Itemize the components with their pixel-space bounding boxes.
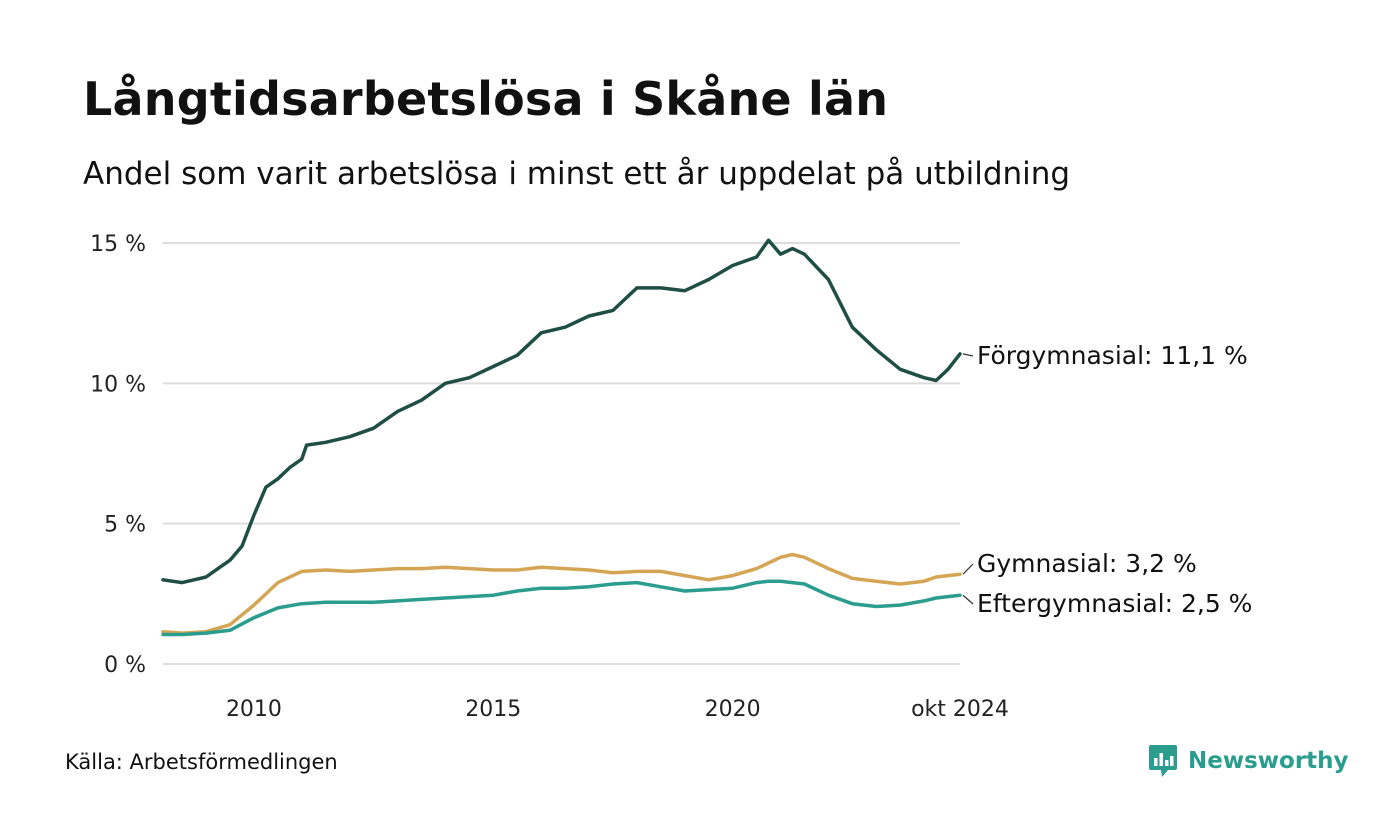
series-end-labels: Förgymnasial: 11,1 % Gymnasial: 3,2 % Efte… — [962, 341, 1252, 618]
series-line-gymnasial — [161, 552, 962, 635]
series-label-eftergymnasial: Eftergymnasial: 2,5 % — [977, 589, 1252, 618]
x-tick-label: okt 2024 — [911, 697, 1009, 722]
y-tick-label: 15 % — [90, 232, 146, 257]
label-connector — [962, 594, 974, 605]
source-note: Källa: Arbetsförmedlingen — [65, 750, 338, 774]
series-lines — [161, 238, 962, 637]
chart-subtitle: Andel som varit arbetslösa i minst ett å… — [83, 156, 1071, 192]
gridlines — [163, 242, 960, 665]
y-tick-label: 5 % — [104, 513, 146, 538]
series-label-förgymnasial: Förgymnasial: 11,1 % — [977, 341, 1248, 370]
brand-logo: Newsworthy — [1148, 744, 1349, 778]
label-connector — [962, 563, 974, 575]
label-connector — [962, 353, 974, 357]
x-tick-label: 2020 — [705, 697, 761, 722]
y-tick-label: 10 % — [90, 372, 146, 397]
series-label-gymnasial: Gymnasial: 3,2 % — [977, 549, 1197, 578]
x-axis-ticks: 2010 2015 2020 okt 2024 — [226, 697, 1009, 722]
y-axis-ticks: 0 % 5 % 10 % 15 % — [90, 232, 146, 678]
brand-name: Newsworthy — [1188, 748, 1349, 774]
x-tick-label: 2015 — [465, 697, 521, 722]
chart-title: Långtidsarbetslösa i Skåne län — [83, 72, 889, 126]
series-line-eftergymnasial — [161, 579, 962, 637]
newsworthy-logo-icon — [1149, 745, 1177, 777]
series-line-förgymnasial — [161, 238, 962, 585]
x-tick-label: 2010 — [226, 697, 282, 722]
y-tick-label: 0 % — [104, 653, 146, 678]
